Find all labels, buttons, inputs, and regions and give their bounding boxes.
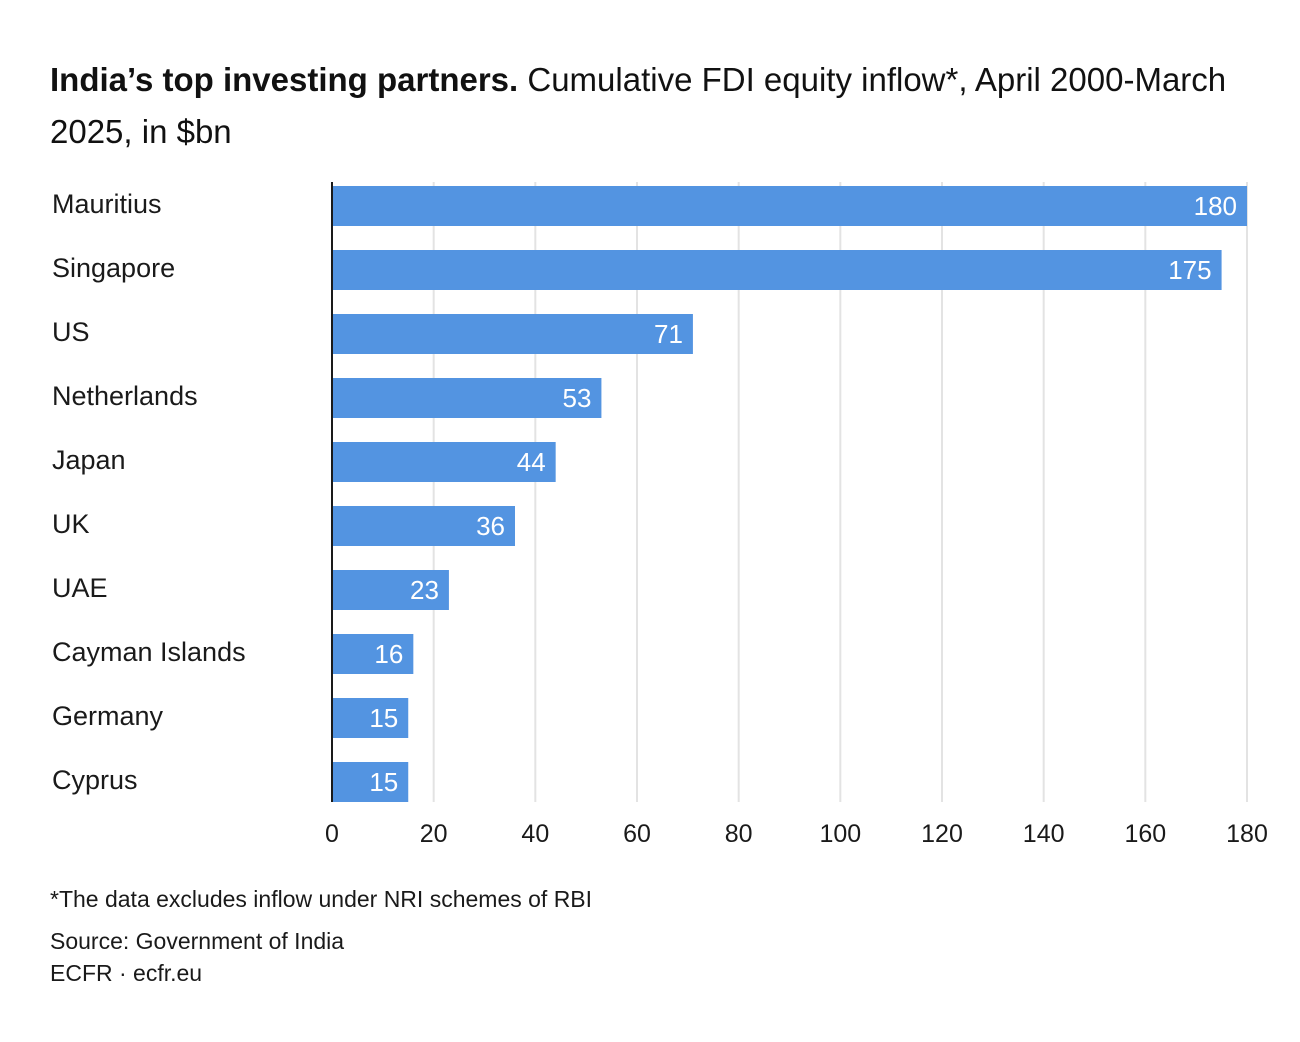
bar-value-label: 15 <box>369 767 398 797</box>
footnote: *The data excludes inflow under NRI sche… <box>50 886 593 912</box>
bar-value-label: 44 <box>517 447 546 477</box>
category-label: UAE <box>52 573 108 603</box>
category-label: Cyprus <box>52 765 138 795</box>
x-tick-label: 40 <box>521 820 549 848</box>
category-labels: Mauritius Singapore US Netherlands Japan UK UA… <box>52 189 246 795</box>
category-label: Singapore <box>52 253 175 283</box>
category-label: Mauritius <box>52 189 162 219</box>
source-text: Source: Government of India <box>50 928 345 954</box>
x-tick-label: 180 <box>1226 820 1268 848</box>
x-tick-label: 140 <box>1023 820 1065 848</box>
category-label: Germany <box>52 701 164 731</box>
x-axis-tick-labels: 0 20 40 60 80 100 120 140 160 180 <box>325 820 1268 848</box>
x-tick-label: 20 <box>420 820 448 848</box>
x-tick-label: 0 <box>325 820 339 848</box>
bars: 180 175 71 53 44 36 23 16 15 15 <box>332 186 1247 802</box>
chart-title: India’s top investing partners. Cumulati… <box>50 54 1250 158</box>
category-label: US <box>52 317 90 347</box>
category-label: Cayman Islands <box>52 637 246 667</box>
bar-value-label: 36 <box>476 511 505 541</box>
bar <box>332 698 409 738</box>
x-tick-label: 120 <box>921 820 963 848</box>
bar <box>332 570 449 610</box>
x-tick-label: 160 <box>1124 820 1166 848</box>
x-tick-label: 60 <box>623 820 651 848</box>
bar-value-label: 180 <box>1194 191 1237 221</box>
bar <box>332 378 602 418</box>
bar-value-label: 15 <box>369 703 398 733</box>
bar-value-label: 16 <box>374 639 403 669</box>
chart-title-bold: India’s top investing partners. <box>50 61 519 98</box>
category-label: Japan <box>52 445 126 475</box>
bar <box>332 762 409 802</box>
credit-text: ECFR · ecfr.eu <box>50 960 203 986</box>
bar <box>332 186 1247 226</box>
category-label: UK <box>52 509 90 539</box>
bar-value-label: 53 <box>562 383 591 413</box>
bar-value-label: 23 <box>410 575 439 605</box>
bar <box>332 634 414 674</box>
bar-value-label: 175 <box>1168 255 1211 285</box>
bar-value-label: 71 <box>654 319 683 349</box>
bar <box>332 506 515 546</box>
bar <box>332 442 556 482</box>
bar <box>332 314 693 354</box>
chart-subtitle: Cumulative FDI equity inflow*, April 200… <box>50 61 1227 150</box>
x-tick-label: 100 <box>819 820 861 848</box>
bar <box>332 250 1222 290</box>
category-label: Netherlands <box>52 381 198 411</box>
x-tick-label: 80 <box>725 820 753 848</box>
